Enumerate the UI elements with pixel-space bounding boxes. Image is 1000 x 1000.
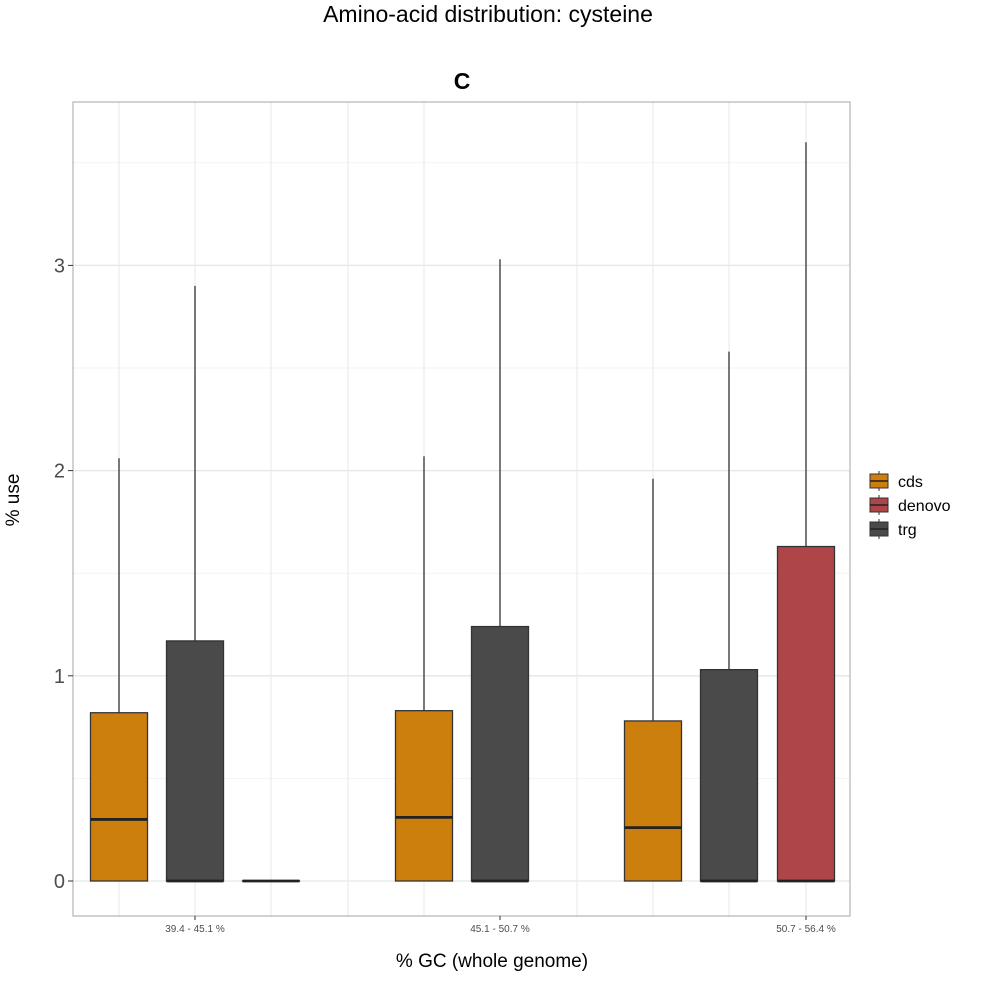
legend-item-denovo: denovo <box>869 495 951 515</box>
x-tick-label: 50.7 - 56.4 % <box>776 924 836 935</box>
legend-label-denovo: denovo <box>898 498 951 515</box>
legend-label-cds: cds <box>898 474 923 491</box>
y-tick-label: 2 <box>54 461 65 483</box>
cds-box <box>623 478 683 882</box>
trg-box-body <box>470 625 530 882</box>
y-tick-label: 3 <box>54 255 65 277</box>
y-axis-title: % use <box>3 474 24 527</box>
legend-item-cds: cds <box>869 471 923 491</box>
trg-box <box>165 285 225 883</box>
y-tick-label: 0 <box>54 871 65 893</box>
cds-box <box>89 458 149 882</box>
denovo-box <box>776 142 836 883</box>
x-tick-label: 45.1 - 50.7 % <box>470 924 530 935</box>
cds-box-body <box>394 710 454 882</box>
y-tick-label: 1 <box>54 666 65 688</box>
trg-box <box>699 351 759 883</box>
boxes <box>89 142 836 883</box>
panel-border <box>72 101 851 917</box>
legend: cds denovo trg <box>869 471 951 539</box>
y-axis-ticks: 0 1 2 3 <box>54 255 73 893</box>
x-axis-title: % GC (whole genome) <box>396 951 588 972</box>
trg-box-body <box>165 640 225 882</box>
x-axis-ticks: 39.4 - 45.1 % 45.1 - 50.7 % 50.7 - 56.4 % <box>165 916 836 935</box>
panel-title: C <box>454 68 471 94</box>
cds-box <box>394 456 454 882</box>
trg-box <box>470 259 530 883</box>
legend-item-trg: trg <box>869 519 917 539</box>
cds-box-body <box>623 720 683 882</box>
cds-box-body <box>89 712 149 882</box>
x-tick-label: 39.4 - 45.1 % <box>165 924 225 935</box>
trg-box-body <box>699 668 759 882</box>
legend-label-trg: trg <box>898 522 917 539</box>
main-title: Amino-acid distribution: cysteine <box>323 1 653 27</box>
denovo-box-body <box>776 545 836 882</box>
